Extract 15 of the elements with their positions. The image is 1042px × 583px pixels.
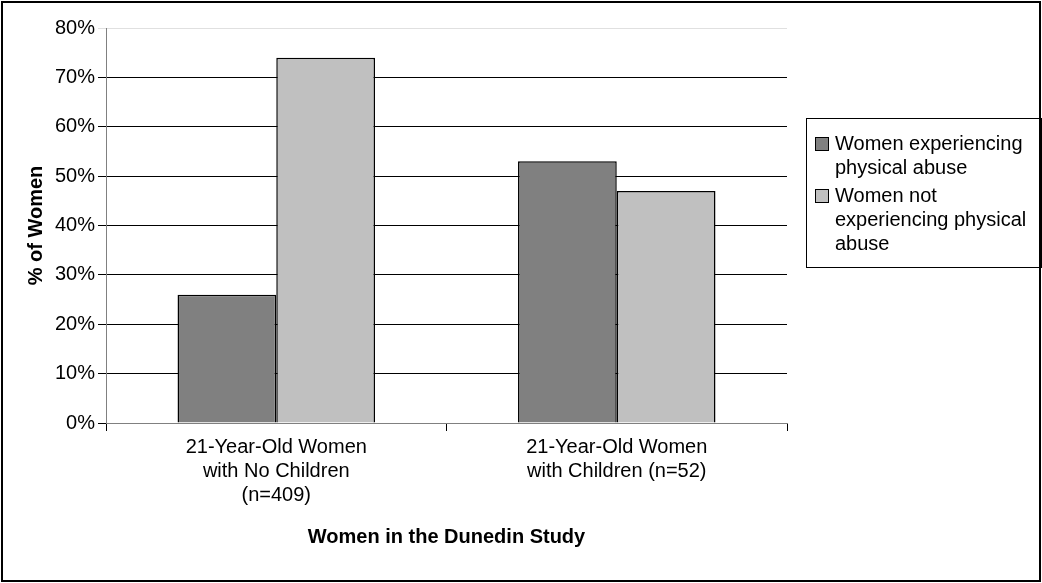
y-tick-label: 20% [55, 311, 96, 334]
x-tick-label: 21-Year-Old Women with No Children (n=409) [185, 434, 367, 505]
y-tick-label: 10% [55, 361, 96, 384]
x-tick-label: 21-Year-Old Women with Children (n=52) [525, 434, 708, 481]
y-tick-label: 70% [55, 64, 96, 87]
y-tick-label: 80% [55, 15, 96, 38]
legend-label: Women not experiencing physical abuse [835, 183, 1028, 255]
y-tick-label: 50% [55, 163, 96, 186]
y-tick-label: 30% [55, 262, 96, 285]
y-tick-label: 60% [55, 114, 96, 137]
y-axis-title: % of Women [23, 165, 46, 286]
y-tick-label: 0% [66, 410, 96, 433]
x-axis-title: Women in the Dunedin Study [307, 524, 587, 547]
y-tick-label: 40% [55, 213, 96, 236]
legend-label: Women experiencing physical abuse [835, 131, 1024, 179]
